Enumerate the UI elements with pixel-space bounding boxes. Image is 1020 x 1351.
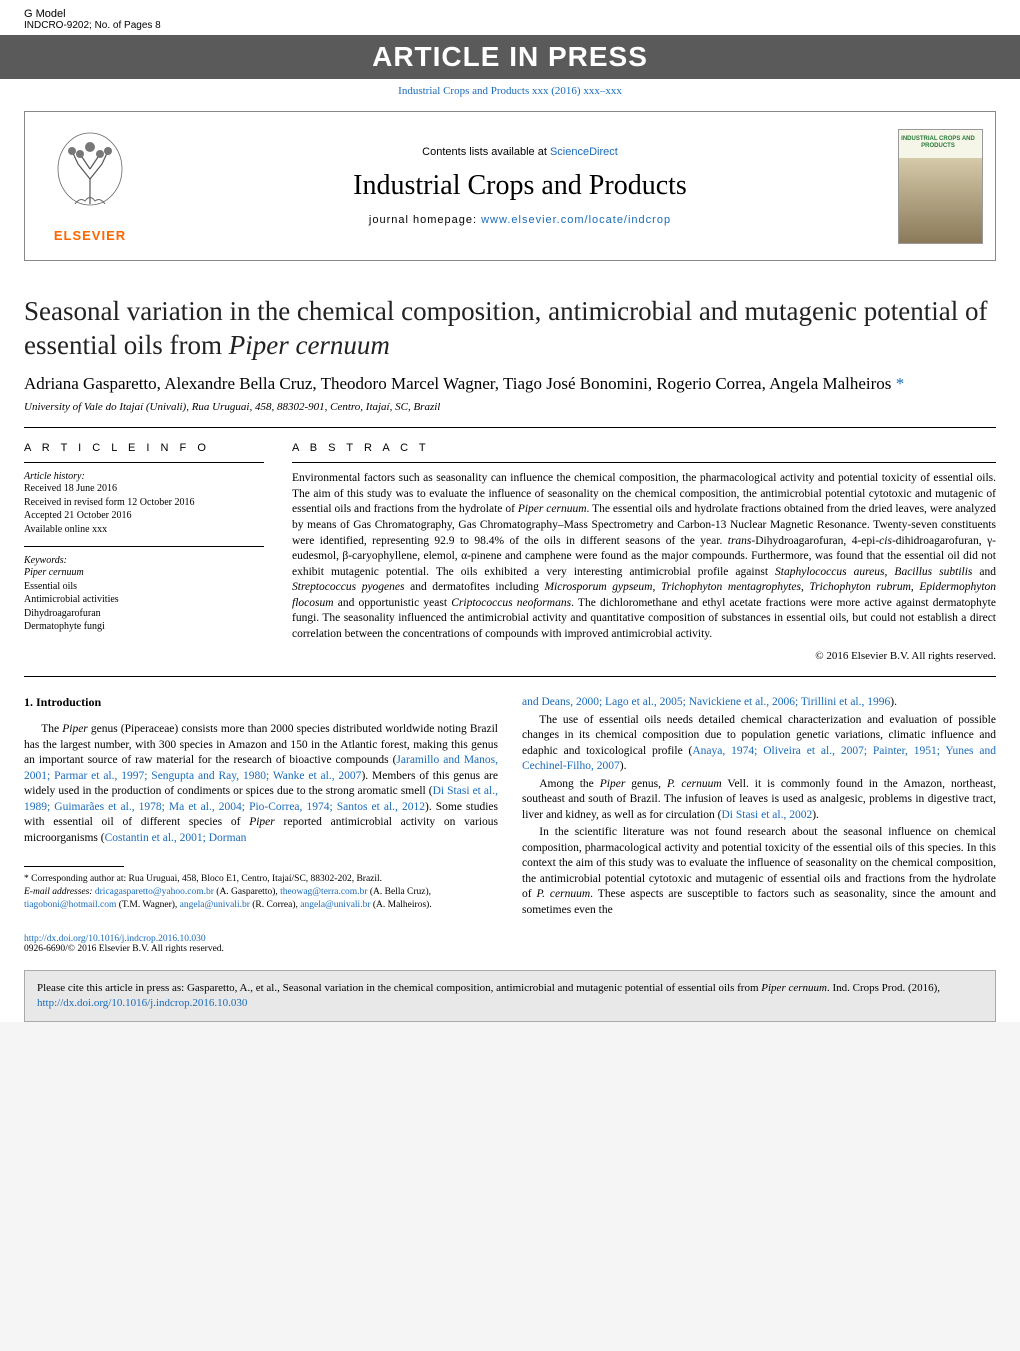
contents-prefix: Contents lists available at — [422, 146, 550, 158]
homepage-link[interactable]: www.elsevier.com/locate/indcrop — [481, 214, 671, 226]
history-item: Received in revised form 12 October 2016 — [24, 496, 264, 510]
cite-box: Please cite this article in press as: Ga… — [24, 970, 996, 1022]
corresponding-asterisk: * — [891, 374, 904, 393]
contents-line: Contents lists available at ScienceDirec… — [422, 146, 618, 158]
article-title: Seasonal variation in the chemical compo… — [0, 261, 1020, 373]
info-abstract-row: A R T I C L E I N F O Article history: R… — [0, 428, 1020, 676]
abstract-text: Environmental factors such as seasonalit… — [292, 471, 996, 642]
homepage-prefix: journal homepage: — [369, 214, 481, 226]
article-info-heading: A R T I C L E I N F O — [24, 442, 264, 454]
keywords-divider — [24, 546, 264, 547]
email-link[interactable]: theowag@terra.com.br — [280, 887, 367, 897]
email-link[interactable]: dricagasparetto@yahoo.com.br — [95, 887, 214, 897]
history-label: Article history: — [24, 471, 264, 482]
paragraph: The Piper genus (Piperaceae) consists mo… — [24, 722, 498, 846]
journal-title: Industrial Crops and Products — [353, 170, 687, 202]
body-col-left: 1. Introduction The Piper genus (Piperac… — [24, 695, 498, 920]
keywords-label: Keywords: — [24, 555, 264, 566]
article-info-col: A R T I C L E I N F O Article history: R… — [24, 442, 264, 662]
citation-link[interactable]: Di Stasi et al., 2002 — [721, 809, 812, 821]
paragraph: Among the Piper genus, P. cernuum Vell. … — [522, 777, 996, 824]
elsevier-label: ELSEVIER — [54, 228, 126, 243]
g-model-block: G Model INDCRO-9202; No. of Pages 8 — [24, 8, 161, 31]
cite-doi-link[interactable]: http://dx.doi.org/10.1016/j.indcrop.2016… — [37, 997, 247, 1009]
corresponding-footnote: * Corresponding author at: Rua Uruguai, … — [24, 873, 498, 886]
elsevier-logo: ELSEVIER — [25, 112, 155, 260]
paragraph: The use of essential oils needs detailed… — [522, 713, 996, 775]
keyword-item: Antimicrobial activities — [24, 593, 264, 607]
homepage-line: journal homepage: www.elsevier.com/locat… — [369, 214, 671, 226]
sciencedirect-link[interactable]: ScienceDirect — [550, 146, 618, 158]
journal-ref-link[interactable]: Industrial Crops and Products xxx (2016)… — [0, 79, 1020, 111]
authors: Adriana Gasparetto, Alexandre Bella Cruz… — [0, 373, 1020, 402]
author-list: Adriana Gasparetto, Alexandre Bella Cruz… — [24, 374, 891, 393]
article-code: INDCRO-9202; No. of Pages 8 — [24, 20, 161, 31]
keyword-item: Dermatophyte fungi — [24, 620, 264, 634]
doi-link[interactable]: http://dx.doi.org/10.1016/j.indcrop.2016… — [24, 934, 206, 944]
history-item: Accepted 21 October 2016 — [24, 509, 264, 523]
abstract-copyright: © 2016 Elsevier B.V. All rights reserved… — [292, 650, 996, 662]
keyword-item: Dihydroagarofuran — [24, 607, 264, 621]
cover-thumbnail: INDUSTRIAL CROPS AND PRODUCTS — [898, 129, 983, 244]
email-footnote: E-mail addresses: dricagasparetto@yahoo.… — [24, 886, 498, 912]
affiliation: University of Vale do Itajaí (Univali), … — [0, 401, 1020, 427]
elsevier-tree-icon — [50, 129, 130, 224]
intro-heading: 1. Introduction — [24, 695, 498, 710]
header-center: Contents lists available at ScienceDirec… — [155, 112, 885, 260]
citation-link[interactable]: Costantin et al., 2001; Dorman — [105, 832, 247, 844]
cover-label: INDUSTRIAL CROPS AND PRODUCTS — [899, 136, 978, 150]
history-item: Received 18 June 2016 — [24, 482, 264, 496]
abstract-heading: A B S T R A C T — [292, 442, 996, 454]
body-columns: 1. Introduction The Piper genus (Piperac… — [0, 677, 1020, 920]
doi-block: http://dx.doi.org/10.1016/j.indcrop.2016… — [0, 920, 1020, 960]
footnote-divider — [24, 866, 124, 867]
paragraph: In the scientific literature was not fou… — [522, 825, 996, 918]
abstract-divider — [292, 462, 996, 463]
citation-link[interactable]: and Deans, 2000; Lago et al., 2005; Navi… — [522, 696, 890, 708]
journal-header: ELSEVIER Contents lists available at Sci… — [24, 111, 996, 261]
info-divider — [24, 462, 264, 463]
top-bar: G Model INDCRO-9202; No. of Pages 8 — [0, 0, 1020, 35]
press-banner: ARTICLE IN PRESS — [0, 35, 1020, 79]
abstract-col: A B S T R A C T Environmental factors su… — [292, 442, 996, 662]
g-model-label: G Model — [24, 8, 161, 20]
journal-cover: INDUSTRIAL CROPS AND PRODUCTS — [885, 112, 995, 260]
email-link[interactable]: angela@univali.br — [180, 900, 250, 910]
body-col-right: and Deans, 2000; Lago et al., 2005; Navi… — [522, 695, 996, 920]
history-item: Available online xxx — [24, 523, 264, 537]
keyword-item: Essential oils — [24, 580, 264, 594]
email-link[interactable]: tiagoboni@hotmail.com — [24, 900, 116, 910]
paragraph: and Deans, 2000; Lago et al., 2005; Navi… — [522, 695, 996, 711]
email-link[interactable]: angela@univali.br — [300, 900, 370, 910]
keyword-item: Piper cernuum — [24, 566, 264, 580]
issn-line: 0926-6690/© 2016 Elsevier B.V. All right… — [24, 944, 996, 954]
